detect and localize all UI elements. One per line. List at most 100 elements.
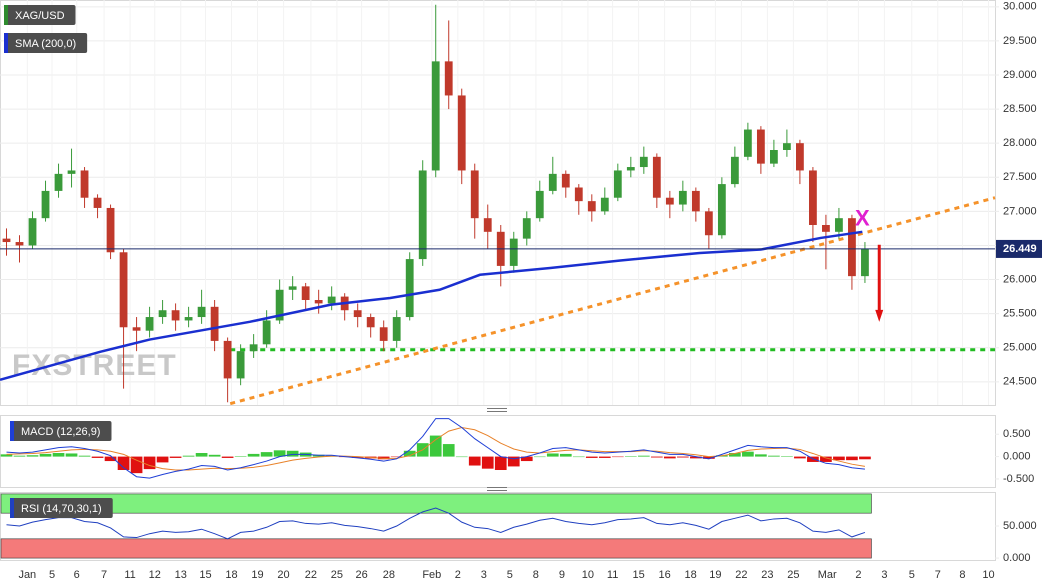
macd-histogram-bar bbox=[234, 456, 247, 457]
candle-body bbox=[80, 170, 89, 198]
macd-histogram-bar bbox=[156, 456, 169, 463]
panel-resize-handle[interactable] bbox=[487, 487, 507, 491]
macd-histogram-bar bbox=[78, 455, 91, 457]
macd-histogram-bar bbox=[650, 456, 663, 458]
candle-body bbox=[353, 310, 362, 318]
y-tick-label: 26.000 bbox=[1003, 273, 1037, 285]
last-price-box bbox=[996, 239, 1042, 258]
legend-label: RSI (14,70,30,1) bbox=[21, 503, 102, 515]
x-tick-label: 18 bbox=[225, 569, 237, 581]
candle-body bbox=[158, 310, 167, 318]
legend-label: MACD (12,26,9) bbox=[21, 426, 100, 438]
y-tick-label: 25.500 bbox=[1003, 308, 1037, 320]
y-tick-label: 24.500 bbox=[1003, 376, 1037, 388]
candle-body bbox=[600, 197, 609, 212]
candle-body bbox=[848, 218, 856, 277]
legend-entry: RSI (14,70,30,1) bbox=[10, 498, 113, 518]
candle-body bbox=[2, 238, 11, 243]
legend-box bbox=[10, 421, 112, 441]
candle-body bbox=[119, 252, 128, 328]
y-tick-label: 27.000 bbox=[1003, 205, 1037, 217]
candle-body bbox=[639, 156, 648, 168]
macd-histogram-bar bbox=[247, 453, 260, 457]
candle-body bbox=[262, 320, 271, 345]
candle-body bbox=[483, 218, 492, 232]
macd-histogram-bar bbox=[273, 450, 286, 457]
candle-body bbox=[574, 187, 583, 202]
legend-swatch bbox=[4, 33, 8, 53]
main-panel bbox=[0, 0, 996, 406]
candle-body bbox=[106, 207, 115, 253]
x-tick-label: 23 bbox=[761, 569, 773, 581]
candle-body bbox=[392, 317, 401, 341]
macd-histogram-bar bbox=[195, 453, 208, 457]
macd-histogram-bar bbox=[585, 456, 598, 458]
macd-histogram-bar bbox=[559, 453, 572, 457]
x-tick-label: 25 bbox=[787, 569, 799, 581]
candle-body bbox=[691, 190, 700, 212]
x-tick-label: 5 bbox=[49, 569, 55, 581]
legend-swatch bbox=[10, 421, 14, 441]
candle-body bbox=[288, 286, 297, 290]
legend-entry: SMA (200,0) bbox=[4, 33, 88, 53]
candle-body bbox=[132, 327, 141, 331]
candle-body bbox=[835, 218, 843, 232]
candle-body bbox=[861, 248, 869, 277]
candle-body bbox=[93, 197, 102, 208]
x-tick-label: 8 bbox=[959, 569, 965, 581]
macd-histogram-bar bbox=[0, 454, 13, 457]
candle-body bbox=[405, 259, 414, 318]
macd-histogram-bar bbox=[676, 456, 689, 458]
x-tick-label: 28 bbox=[383, 569, 395, 581]
x-tick-label: 3 bbox=[481, 569, 487, 581]
legend-entry: XAG/USD bbox=[4, 5, 76, 25]
x-tick-label: 25 bbox=[331, 569, 343, 581]
macd-histogram-bar bbox=[494, 456, 507, 471]
arrow-head bbox=[875, 309, 884, 322]
last-price-label: 26.449 bbox=[1003, 243, 1037, 255]
macd-histogram-bar bbox=[611, 456, 624, 458]
macd-histogram-bar bbox=[572, 456, 585, 458]
candle-body bbox=[223, 340, 232, 379]
x-tick-label: 19 bbox=[709, 569, 721, 581]
panel-resize-handle[interactable] bbox=[487, 408, 507, 412]
candle-body bbox=[626, 167, 635, 171]
candle-body bbox=[379, 327, 388, 341]
x-tick-label: 2 bbox=[455, 569, 461, 581]
rsi-overbought-band bbox=[0, 493, 872, 514]
x-tick-label: Jan bbox=[18, 569, 36, 581]
candle-body bbox=[275, 289, 284, 321]
macd-histogram-bar bbox=[117, 456, 130, 471]
macd-histogram-bar bbox=[65, 453, 78, 457]
macd-histogram-bar bbox=[260, 452, 273, 457]
x-tick-label: 26 bbox=[355, 569, 367, 581]
macd-histogram-bar bbox=[52, 453, 65, 457]
macd-histogram-bar bbox=[507, 456, 520, 467]
y-tick-label: 29.000 bbox=[1003, 69, 1037, 81]
y-tick-label: 30.000 bbox=[1003, 1, 1037, 13]
x-tick-label: 9 bbox=[559, 569, 565, 581]
candle-body bbox=[822, 225, 830, 232]
candle-body bbox=[15, 242, 24, 246]
x-tick-label: 19 bbox=[251, 569, 263, 581]
macd-histogram-bar bbox=[546, 453, 559, 457]
x-tick-label: Mar bbox=[818, 569, 837, 581]
candle-body bbox=[535, 190, 544, 219]
macd-histogram-bar bbox=[351, 456, 364, 458]
macd-histogram-bar bbox=[26, 455, 39, 457]
x-tick-label: 7 bbox=[101, 569, 107, 581]
macd-histogram-bar bbox=[429, 435, 442, 457]
macd-histogram-bar bbox=[637, 455, 650, 457]
candle-body bbox=[756, 129, 765, 164]
macd-histogram-bar bbox=[286, 450, 299, 457]
x-tick-label: 7 bbox=[935, 569, 941, 581]
candle-body bbox=[730, 156, 739, 185]
macd-histogram-bar bbox=[455, 456, 468, 458]
x-tick-label: 15 bbox=[199, 569, 211, 581]
candle-body bbox=[652, 156, 661, 198]
x-tick-label: 12 bbox=[149, 569, 161, 581]
legend-swatch bbox=[4, 5, 8, 25]
macd-histogram-bar bbox=[820, 456, 832, 462]
candle-body bbox=[184, 317, 193, 321]
macd-histogram-bar bbox=[182, 455, 195, 457]
